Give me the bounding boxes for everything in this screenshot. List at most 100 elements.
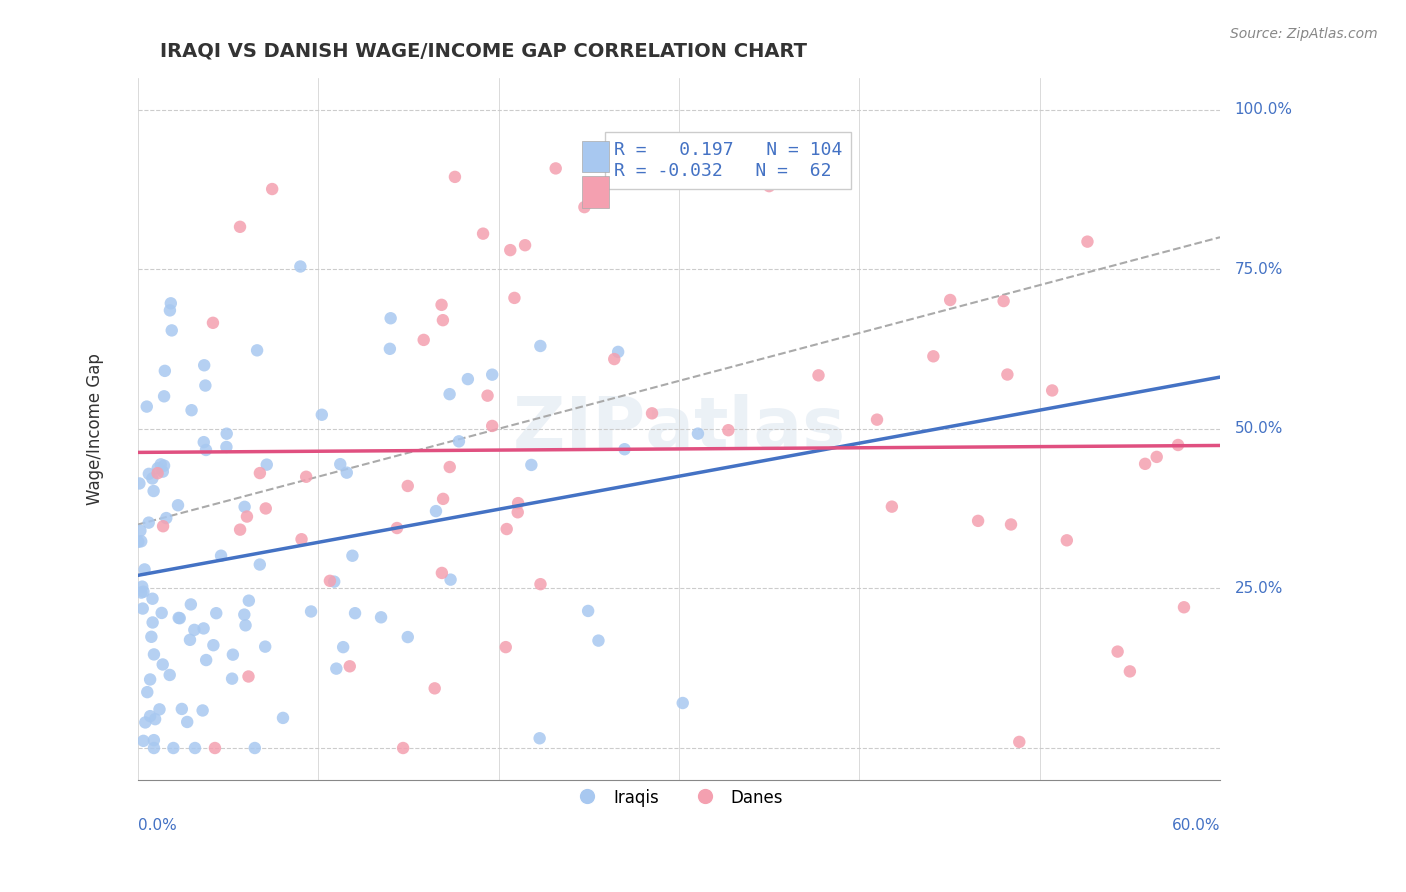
Point [495, 522, 517, 536]
Point [432, 491, 454, 506]
Point [430, 298, 453, 312]
Point [529, 339, 551, 353]
Point [299, 605, 322, 619]
Point [495, 640, 517, 654]
Point [1000, 517, 1022, 532]
Point [1119, 665, 1142, 679]
Point [170, 702, 193, 716]
Point [153, 364, 176, 378]
Point [233, 500, 256, 514]
Point [396, 479, 419, 493]
Point [143, 712, 166, 726]
Point [142, 483, 165, 498]
Point [233, 607, 256, 622]
Point [229, 219, 252, 234]
Point [444, 169, 467, 184]
Point [150, 606, 173, 620]
Point [142, 615, 165, 630]
Point [201, 316, 224, 330]
Point [246, 343, 269, 358]
Point [142, 648, 165, 662]
Point [1076, 235, 1098, 249]
Point [1008, 735, 1031, 749]
Point [332, 640, 354, 654]
Point [148, 702, 170, 716]
Point [378, 342, 401, 356]
Point [1146, 450, 1168, 464]
Point [290, 533, 312, 547]
FancyBboxPatch shape [582, 141, 609, 172]
Point [167, 498, 190, 512]
Point [325, 662, 347, 676]
Point [162, 741, 184, 756]
Point [229, 523, 252, 537]
Point [169, 611, 191, 625]
Point [215, 440, 238, 454]
Point [221, 672, 243, 686]
Text: 25.0%: 25.0% [1234, 581, 1282, 596]
Point [127, 534, 149, 549]
Point [758, 179, 780, 194]
Text: ZIP​atlas: ZIP​atlas [513, 394, 845, 463]
Point [672, 696, 695, 710]
Point [254, 501, 277, 516]
Point [142, 741, 165, 756]
Legend: Iraqis, Danes: Iraqis, Danes [568, 782, 790, 814]
Point [588, 633, 610, 648]
Point [141, 591, 163, 606]
Point [439, 460, 461, 475]
Point [254, 640, 277, 654]
Point [457, 372, 479, 386]
Point [336, 466, 359, 480]
Text: 60.0%: 60.0% [1171, 818, 1220, 833]
Point [129, 524, 152, 538]
Point [1040, 384, 1063, 398]
Text: 100.0%: 100.0% [1234, 102, 1292, 117]
Point [439, 573, 461, 587]
Point [432, 313, 454, 327]
Point [423, 681, 446, 696]
Point [204, 741, 226, 756]
Point [262, 182, 284, 196]
Point [686, 426, 709, 441]
Point [195, 653, 218, 667]
Point [167, 611, 190, 625]
Point [613, 442, 636, 457]
Point [176, 714, 198, 729]
Point [607, 344, 630, 359]
Point [139, 709, 162, 723]
Point [193, 622, 215, 636]
Point [939, 293, 962, 307]
Point [202, 638, 225, 652]
Point [508, 496, 530, 510]
Point [271, 711, 294, 725]
Point [380, 311, 402, 326]
Point [238, 669, 260, 683]
Point [184, 741, 207, 756]
Point [128, 476, 150, 491]
Point [249, 558, 271, 572]
Point [138, 516, 160, 530]
Text: R =   0.197   N = 104
R = -0.032   N =  62: R = 0.197 N = 104 R = -0.032 N = 62 [614, 141, 842, 179]
Point [129, 534, 152, 549]
Point [513, 238, 536, 252]
Point [1167, 438, 1189, 452]
Point [993, 294, 1015, 309]
Point [290, 260, 312, 274]
FancyBboxPatch shape [582, 176, 609, 208]
Point [159, 668, 181, 682]
Point [195, 442, 218, 457]
Point [477, 389, 499, 403]
Point [132, 734, 155, 748]
Point [1107, 644, 1129, 658]
Point [131, 585, 153, 599]
Point [439, 387, 461, 401]
Point [141, 630, 163, 644]
Point [183, 623, 205, 637]
Point [544, 161, 567, 176]
Point [370, 610, 392, 624]
Point [222, 648, 245, 662]
Point [574, 200, 596, 214]
Point [132, 584, 155, 599]
Point [425, 504, 447, 518]
